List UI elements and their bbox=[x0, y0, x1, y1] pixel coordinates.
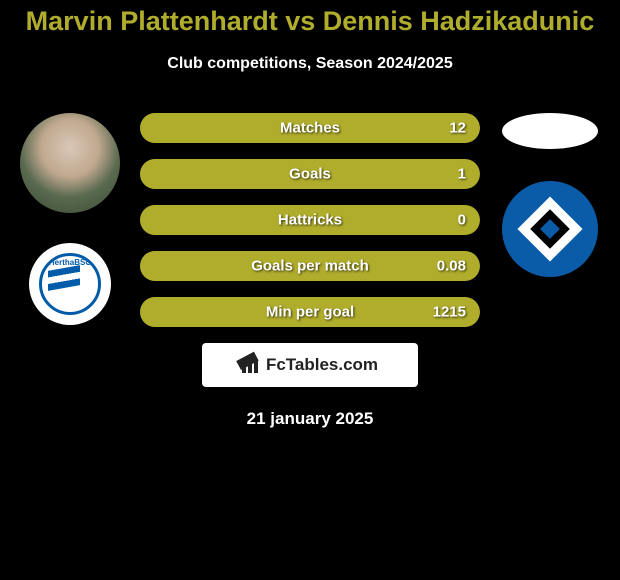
chart-icon bbox=[242, 357, 262, 373]
comparison-panel: HerthaBSC Matches 12 Goals 1 Hattricks 0 Goals… bbox=[0, 113, 620, 429]
stat-label: Min per goal bbox=[266, 304, 354, 321]
stat-label: Goals per match bbox=[251, 258, 369, 275]
stat-label: Hattricks bbox=[278, 212, 342, 229]
stat-row: Hattricks 0 bbox=[140, 205, 480, 235]
hertha-bsc-icon: HerthaBSC bbox=[39, 253, 101, 315]
stat-label: Matches bbox=[280, 120, 340, 137]
stat-row: Goals 1 bbox=[140, 159, 480, 189]
stat-value-right: 1215 bbox=[433, 304, 466, 321]
stat-value-right: 1 bbox=[458, 166, 466, 183]
player2-photo-placeholder bbox=[502, 113, 598, 149]
player1-photo bbox=[20, 113, 120, 213]
stat-row: Matches 12 bbox=[140, 113, 480, 143]
stat-value-right: 0.08 bbox=[437, 258, 466, 275]
page-title: Marvin Plattenhardt vs Dennis Hadzikadun… bbox=[0, 0, 620, 37]
player2-column bbox=[490, 113, 610, 277]
branding-label: FcTables.com bbox=[266, 355, 378, 375]
stat-row: Goals per match 0.08 bbox=[140, 251, 480, 281]
branding: FcTables.com bbox=[242, 355, 378, 375]
date-label: 21 january 2025 bbox=[0, 409, 620, 429]
stats-bars: Matches 12 Goals 1 Hattricks 0 Goals per match… bbox=[140, 113, 480, 327]
player2-club-logo bbox=[502, 181, 598, 277]
stat-row: Min per goal 1215 bbox=[140, 297, 480, 327]
stat-value-right: 0 bbox=[458, 212, 466, 229]
stat-label: Goals bbox=[289, 166, 331, 183]
stat-value-right: 12 bbox=[449, 120, 466, 137]
hsv-icon bbox=[517, 196, 582, 261]
subtitle: Club competitions, Season 2024/2025 bbox=[0, 55, 620, 73]
player1-column: HerthaBSC bbox=[10, 113, 130, 325]
branding-box: FcTables.com bbox=[202, 343, 418, 387]
player1-club-logo: HerthaBSC bbox=[29, 243, 111, 325]
